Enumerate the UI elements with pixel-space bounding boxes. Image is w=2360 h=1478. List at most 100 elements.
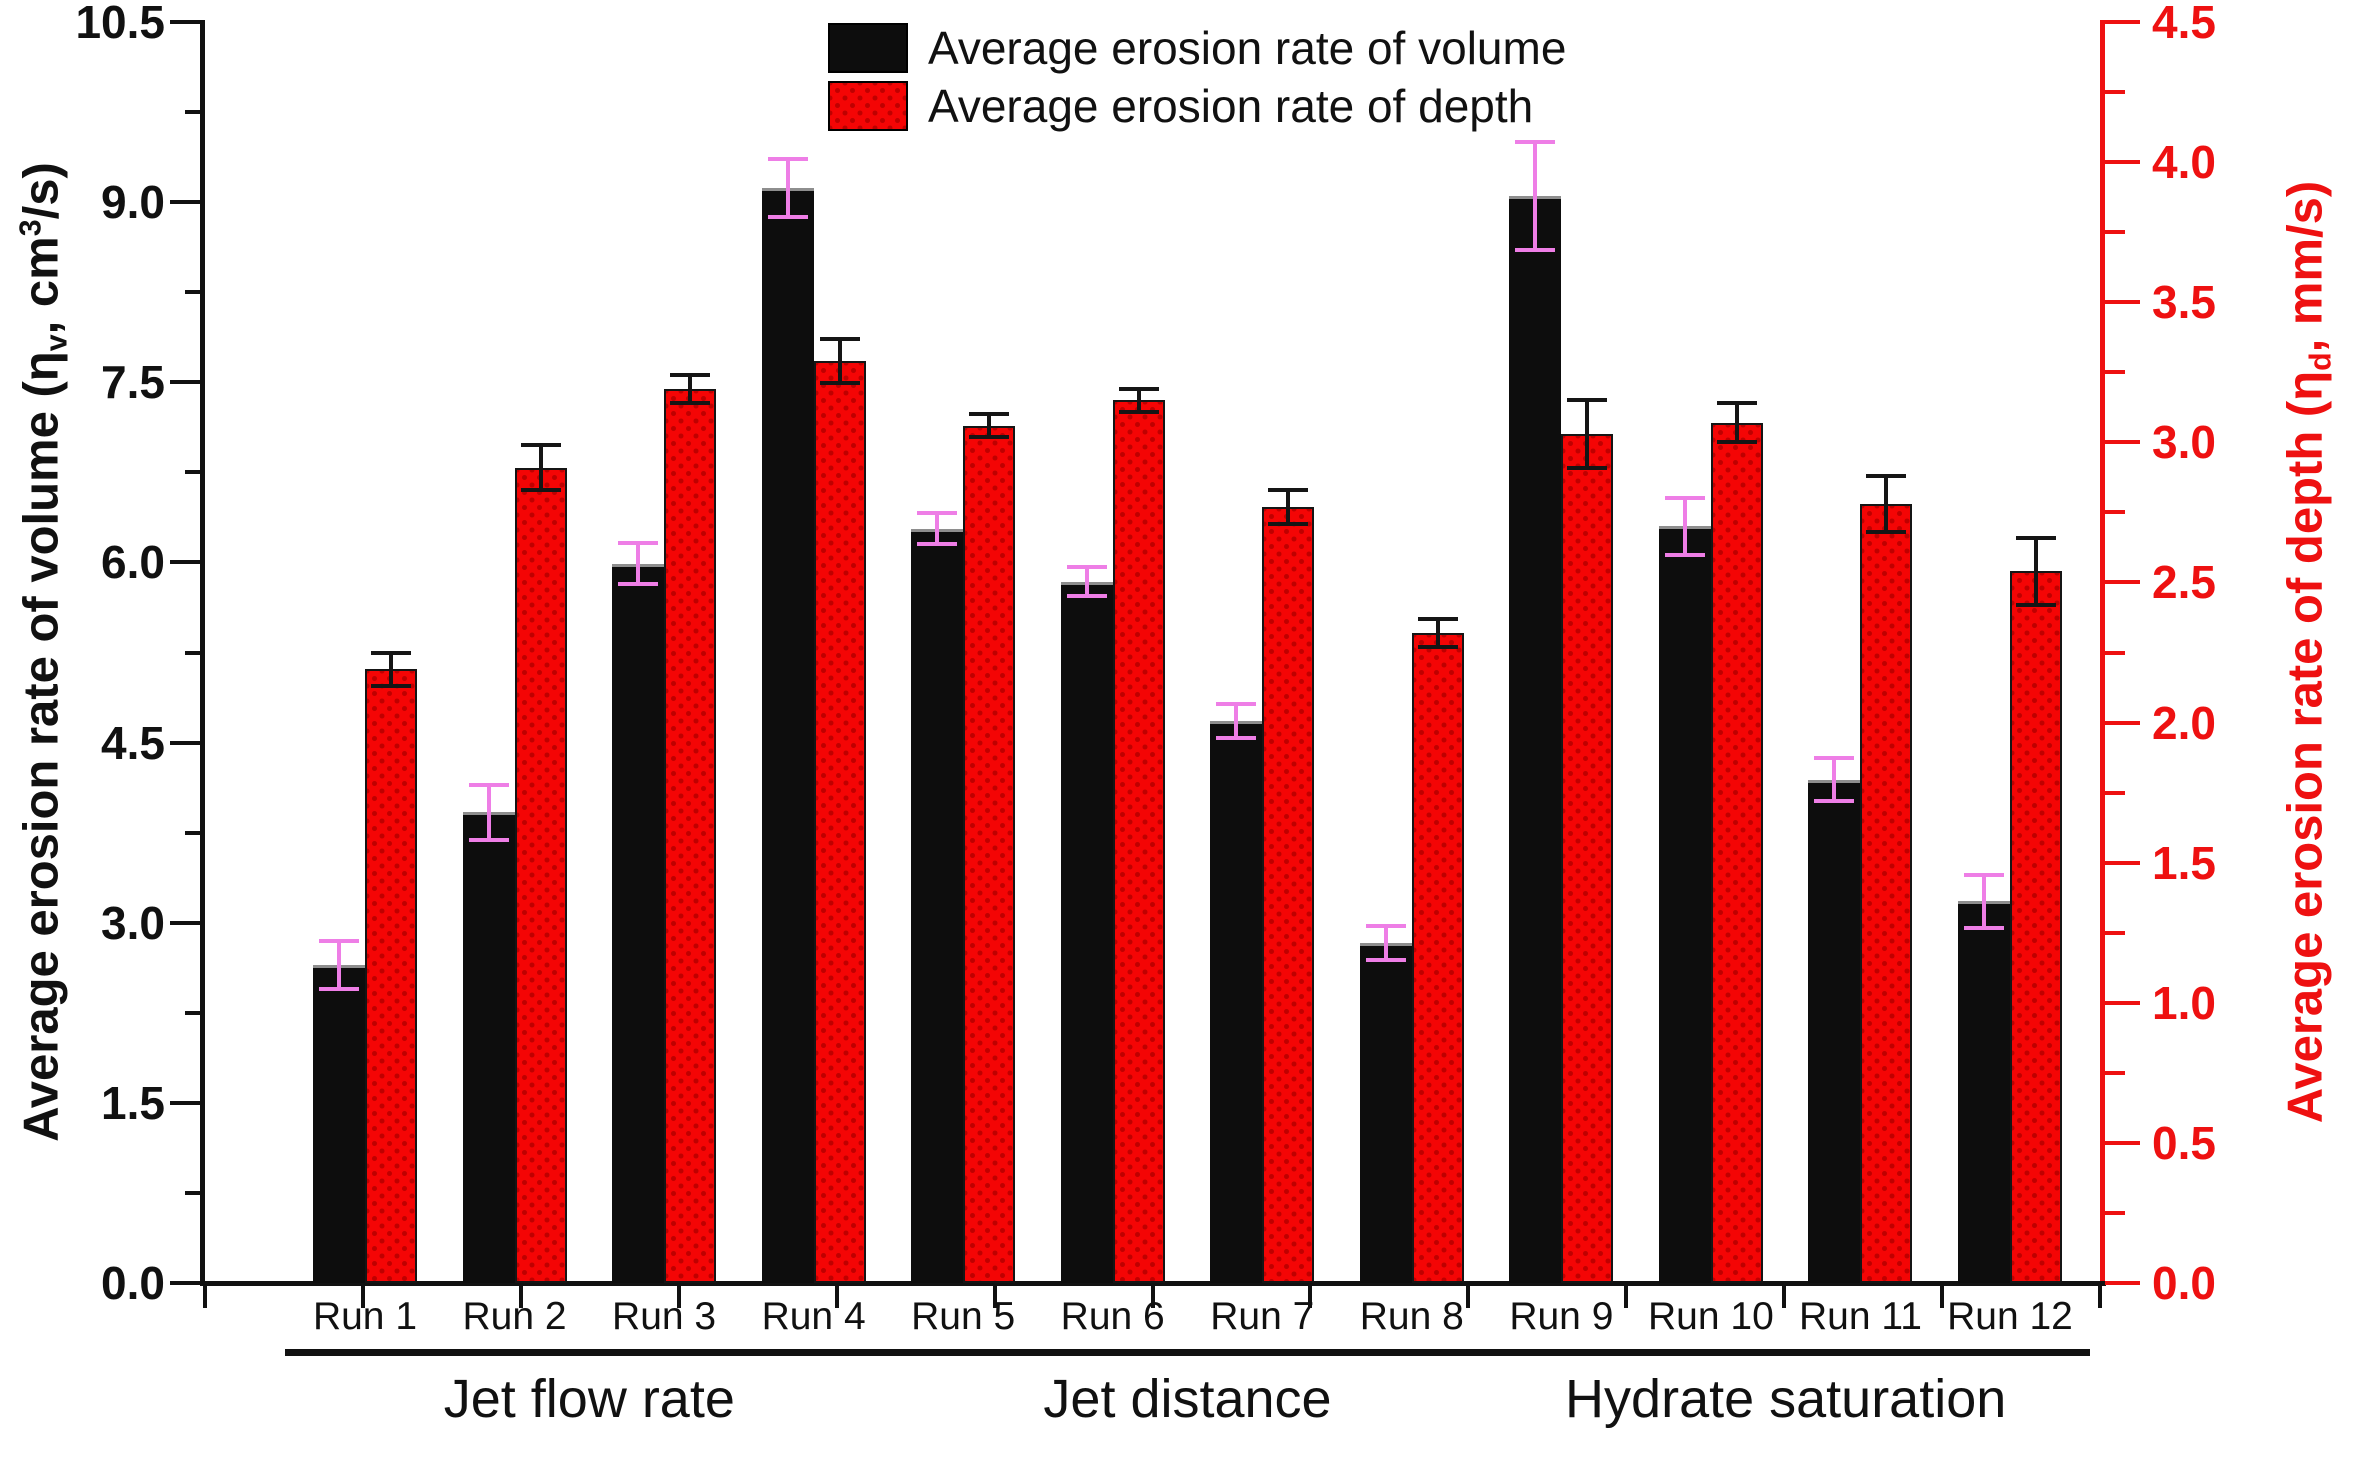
error-bar-volume-run-3 <box>636 543 641 585</box>
right-axis-tick-label: 2.5 <box>2152 556 2216 609</box>
error-cap <box>1066 594 1107 599</box>
x-axis-tick <box>1308 1286 1313 1308</box>
right-axis-major-tick <box>2105 1000 2140 1005</box>
bar-volume-run-8 <box>1359 943 1412 1283</box>
error-cap <box>969 412 1010 417</box>
x-category-label-6: Run 6 <box>1060 1295 1165 1338</box>
right-axis-minor-tick <box>2105 1070 2125 1075</box>
right-axis-major-tick <box>2105 720 2140 725</box>
bar-depth-run-4 <box>813 361 866 1283</box>
error-cap <box>1365 924 1406 929</box>
legend-swatch-volume <box>828 23 908 73</box>
left-axis-tick-label: 7.5 <box>101 356 165 409</box>
error-cap <box>1417 616 1458 621</box>
right-axis-tick-label: 1.5 <box>2152 836 2216 889</box>
group-label-1: Jet flow rate <box>443 1369 735 1429</box>
right-axis-tick-label: 3.5 <box>2152 276 2216 329</box>
right-axis-line <box>2100 20 2105 1285</box>
left-axis-minor-tick <box>185 830 205 835</box>
group-label-2: Jet distance <box>1043 1369 1332 1429</box>
left-axis-major-tick <box>170 200 205 205</box>
error-bar-volume-run-7 <box>1234 704 1239 738</box>
left-axis-major-tick <box>170 20 205 24</box>
error-cap <box>819 336 860 341</box>
legend-swatch-depth <box>828 81 908 131</box>
bar-depth-run-5 <box>963 425 1016 1283</box>
error-cap <box>1964 925 2004 930</box>
error-bar-volume-run-5 <box>935 513 940 545</box>
right-axis-major-tick <box>2105 300 2140 305</box>
error-cap <box>371 650 411 655</box>
error-cap <box>319 986 359 991</box>
error-cap <box>2016 602 2056 607</box>
right-axis-major-tick <box>2105 440 2140 445</box>
bar-volume-run-10 <box>1658 526 1711 1283</box>
legend-label-depth: Average erosion rate of depth <box>928 80 1534 132</box>
right-axis-minor-tick <box>2105 510 2125 515</box>
error-bar-depth-run-12 <box>2034 537 2038 605</box>
error-bar-volume-run-2 <box>486 784 491 840</box>
bar-volume-run-11 <box>1808 779 1861 1283</box>
legend-item-depth: Average erosion rate of depth <box>828 80 1566 132</box>
bar-depth-run-9 <box>1561 433 1614 1283</box>
right-axis-minor-tick <box>2105 930 2125 935</box>
x-axis-tick <box>1782 1286 1787 1308</box>
x-axis-tick <box>203 1286 207 1308</box>
right-axis-major-tick <box>2105 1140 2140 1145</box>
error-bar-volume-run-10 <box>1682 497 1687 556</box>
bar-volume-run-2 <box>462 812 515 1283</box>
error-bar-depth-run-9 <box>1585 400 1590 468</box>
right-axis-minor-tick <box>2105 370 2125 375</box>
left-axis-tick-label: 3.0 <box>101 896 165 949</box>
right-axis-tick-label: 1.0 <box>2152 976 2216 1029</box>
x-axis-tick <box>676 1286 681 1308</box>
left-axis-minor-tick <box>185 290 205 295</box>
error-cap <box>1716 401 1757 406</box>
bar-depth-run-6 <box>1112 400 1165 1283</box>
error-bar-depth-run-6 <box>1136 389 1141 412</box>
error-bar-volume-run-8 <box>1383 926 1388 960</box>
left-axis-tick-label: 9.0 <box>101 176 165 229</box>
error-cap <box>1814 799 1855 804</box>
error-cap <box>1066 565 1107 570</box>
right-axis-minor-tick <box>2105 650 2125 655</box>
error-cap <box>1567 398 1608 403</box>
error-cap <box>670 373 711 378</box>
x-axis-tick <box>2098 1286 2102 1308</box>
left-axis-minor-tick <box>185 470 205 475</box>
right-axis-minor-tick <box>2105 1210 2125 1215</box>
error-cap <box>1716 440 1757 445</box>
error-cap <box>969 434 1010 439</box>
error-bar-depth-run-8 <box>1435 618 1440 647</box>
right-axis-tick-label: 4.5 <box>2152 0 2216 48</box>
error-cap <box>520 487 561 492</box>
left-axis-major-tick <box>170 740 205 745</box>
legend-item-volume: Average erosion rate of volume <box>828 22 1566 74</box>
error-cap <box>618 541 659 546</box>
error-cap <box>670 401 711 406</box>
bar-volume-run-3 <box>612 563 665 1283</box>
right-axis-tick-label: 0.5 <box>2152 1116 2216 1169</box>
error-cap <box>1964 872 2004 877</box>
left-axis-major-tick <box>170 560 205 565</box>
error-cap <box>1866 473 1907 478</box>
bar-volume-run-1 <box>313 964 365 1283</box>
bar-depth-run-10 <box>1710 422 1763 1283</box>
legend: Average erosion rate of volume Average e… <box>828 22 1566 138</box>
x-axis-line <box>200 1281 2106 1286</box>
x-axis-tick <box>518 1286 523 1308</box>
error-cap <box>1268 487 1309 492</box>
x-category-label-11: Run 11 <box>1799 1295 1922 1338</box>
bar-depth-run-12 <box>2010 571 2062 1283</box>
x-category-label-5: Run 5 <box>911 1295 1016 1338</box>
left-axis-title-subscript: v <box>39 334 74 352</box>
x-axis-tick <box>992 1286 997 1308</box>
right-axis-major-tick <box>2105 1281 2140 1285</box>
group-underline-3 <box>1481 1349 2090 1356</box>
error-cap <box>767 214 808 219</box>
error-cap <box>1118 387 1159 392</box>
error-cap <box>1664 495 1705 500</box>
error-cap <box>1365 957 1406 962</box>
error-cap <box>1268 521 1309 526</box>
